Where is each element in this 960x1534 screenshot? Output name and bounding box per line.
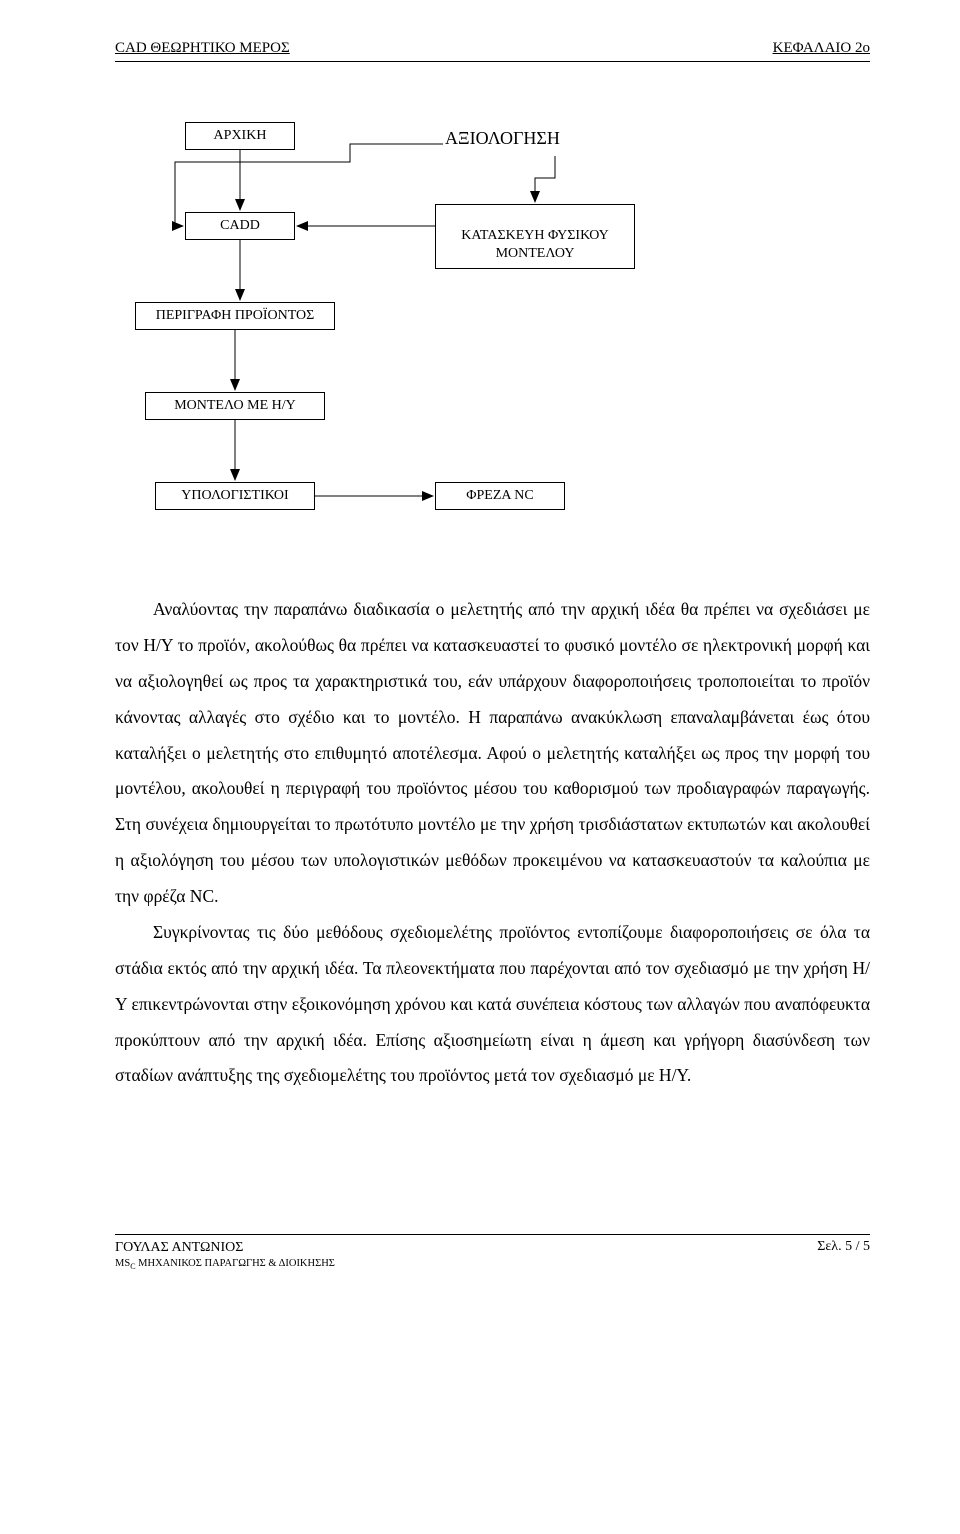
header-right: ΚΕΦΑΛΑΙΟ 2ο xyxy=(773,40,870,57)
box-cadd: CADD xyxy=(185,212,295,240)
header-rule xyxy=(115,61,870,62)
footer-left: ΓΟΥΛΑΣ ΑΝΤΩΝΙΟΣ MSC ΜΗΧΑΝΙΚΟΣ ΠΑΡΑΓΩΓΗΣ … xyxy=(115,1239,335,1272)
box-kataskevi: ΚΑΤΑΣΚΕΥΗ ΦΥΣΙΚΟΥ ΜΟΝΤΕΛΟΥ xyxy=(435,204,635,269)
box-montelo-label: ΜΟΝΤΕΛΟ ΜΕ Η/Υ xyxy=(174,398,296,413)
box-arxiki: ΑΡΧΙΚΗ xyxy=(185,122,295,150)
page-footer: ΓΟΥΛΑΣ ΑΝΤΩΝΙΟΣ MSC ΜΗΧΑΝΙΚΟΣ ΠΑΡΑΓΩΓΗΣ … xyxy=(115,1234,870,1272)
header-left: CAD ΘΕΩΡΗΤΙΚΟ ΜΕΡΟΣ xyxy=(115,40,290,57)
box-perigrafi-label: ΠΕΡΙΓΡΑΦΗ ΠΡΟΪΟΝΤΟΣ xyxy=(156,308,315,323)
paragraph-1: Αναλύοντας την παραπάνω διαδικασία ο μελ… xyxy=(115,592,870,915)
box-arxiki-label: ΑΡΧΙΚΗ xyxy=(214,128,267,143)
footer-page: Σελ. 5 / 5 xyxy=(817,1239,870,1272)
label-axiologisi: ΑΞΙΟΛΟΓΗΣΗ xyxy=(445,128,560,149)
page-header: CAD ΘΕΩΡΗΤΙΚΟ ΜΕΡΟΣ ΚΕΦΑΛΑΙΟ 2ο xyxy=(115,40,870,57)
footer-rule xyxy=(115,1234,870,1235)
footer-author: ΓΟΥΛΑΣ ΑΝΤΩΝΙΟΣ xyxy=(115,1239,335,1257)
flow-diagram: ΑΡΧΙΚΗ ΑΞΙΟΛΟΓΗΣΗ CADD ΚΑΤΑΣΚΕΥΗ ΦΥΣΙΚΟΥ… xyxy=(135,122,695,552)
box-ypolog: ΥΠΟΛΟΓΙΣΤΙΚΟΙ xyxy=(155,482,315,510)
box-montelo: ΜΟΝΤΕΛΟ ΜΕ Η/Υ xyxy=(145,392,325,420)
box-perigrafi: ΠΕΡΙΓΡΑΦΗ ΠΡΟΪΟΝΤΟΣ xyxy=(135,302,335,330)
footer-subtitle: MSC ΜΗΧΑΝΙΚΟΣ ΠΑΡΑΓΩΓΗΣ & ΔΙΟΙΚΗΣΗΣ xyxy=(115,1257,335,1272)
footer-sub-rest: ΜΗΧΑΝΙΚΟΣ ΠΑΡΑΓΩΓΗΣ & ΔΙΟΙΚΗΣΗΣ xyxy=(136,1258,335,1269)
footer-sub-prefix: MS xyxy=(115,1258,130,1269)
paragraph-2: Συγκρίνοντας τις δύο μεθόδους σχεδιομελέ… xyxy=(115,915,870,1094)
label-axiologisi-text: ΑΞΙΟΛΟΓΗΣΗ xyxy=(445,128,560,148)
box-cadd-label: CADD xyxy=(220,218,260,233)
box-freza-label: ΦΡΕΖΑ NC xyxy=(466,488,533,503)
box-kataskevi-label: ΚΑΤΑΣΚΕΥΗ ΦΥΣΙΚΟΥ ΜΟΝΤΕΛΟΥ xyxy=(461,228,609,261)
box-ypolog-label: ΥΠΟΛΟΓΙΣΤΙΚΟΙ xyxy=(181,488,288,503)
box-freza: ΦΡΕΖΑ NC xyxy=(435,482,565,510)
